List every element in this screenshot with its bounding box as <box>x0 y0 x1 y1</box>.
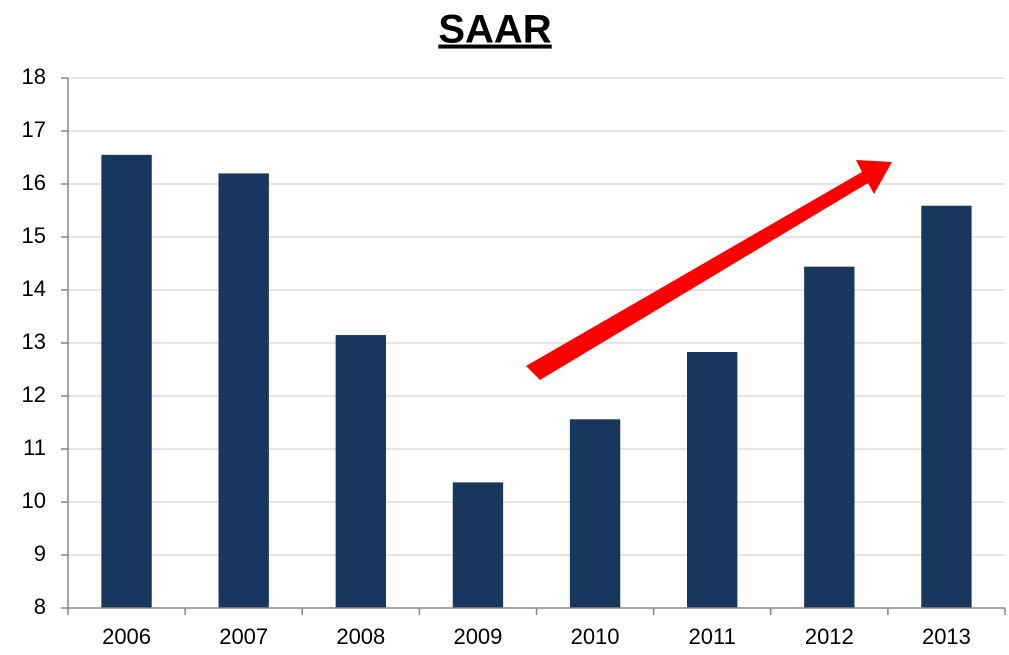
x-tick-label: 2008 <box>336 624 385 649</box>
grid <box>68 77 1005 609</box>
y-tick-label: 18 <box>22 64 46 89</box>
y-tick-label: 11 <box>23 435 46 460</box>
bar <box>569 419 621 608</box>
y-tick-label: 10 <box>22 488 46 513</box>
y-tick-label: 8 <box>34 594 46 619</box>
x-tick-label: 2010 <box>571 624 620 649</box>
x-tick-label: 2007 <box>219 624 268 649</box>
chart-title: SAAR <box>438 8 551 52</box>
y-tick-label: 13 <box>22 329 46 354</box>
bar <box>687 352 738 608</box>
bar <box>218 173 269 608</box>
bar <box>921 205 972 609</box>
x-tick-label: 2009 <box>453 624 502 649</box>
y-tick-label: 9 <box>34 541 46 566</box>
trend-arrow <box>526 160 892 380</box>
bar <box>335 335 386 608</box>
y-tick-label: 14 <box>22 276 46 301</box>
x-tick-label: 2006 <box>102 624 151 649</box>
bar <box>804 266 855 608</box>
bars <box>101 154 972 609</box>
x-tick-label: 2011 <box>689 624 736 649</box>
bar <box>101 154 152 608</box>
x-tick-label: 2012 <box>805 624 854 649</box>
bar <box>452 482 504 608</box>
x-tick-label: 2013 <box>922 624 971 649</box>
y-tick-label: 16 <box>22 170 46 195</box>
y-tick-label: 12 <box>22 382 46 407</box>
y-tick-label: 17 <box>22 117 46 142</box>
y-tick-label: 15 <box>22 223 46 248</box>
